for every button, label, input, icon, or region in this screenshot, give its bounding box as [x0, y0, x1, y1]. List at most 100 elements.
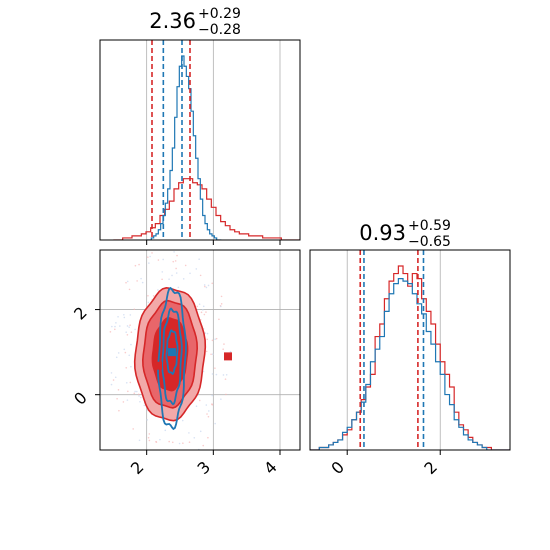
sample-point: [138, 395, 140, 397]
sample-point: [183, 455, 185, 457]
sample-point: [118, 409, 120, 412]
sample-point: [147, 256, 149, 258]
sample-point: [139, 396, 142, 399]
sample-point: [125, 281, 127, 284]
sample-point: [174, 260, 177, 262]
hist1-red-step: [113, 178, 300, 240]
sample-point: [126, 399, 129, 401]
sample-point: [202, 444, 205, 447]
sample-point: [148, 433, 151, 435]
sample-point: [125, 381, 128, 384]
sample-point: [211, 394, 214, 397]
sample-point: [151, 252, 153, 254]
y2-tick-label-1: 2: [70, 303, 91, 324]
sample-point: [210, 353, 212, 356]
sample-point: [124, 351, 127, 354]
sample-point: [173, 247, 175, 249]
sample-point: [139, 400, 141, 403]
sample-point: [116, 397, 118, 400]
sample-point: [203, 284, 206, 286]
sample-point: [134, 328, 136, 331]
sample-point: [143, 404, 146, 407]
sample-point: [211, 353, 214, 355]
sample-point: [164, 429, 167, 432]
sample-point: [195, 268, 198, 270]
sample-point: [207, 410, 210, 412]
sample-point: [214, 367, 216, 369]
sample-point: [134, 264, 137, 267]
sample-point: [222, 374, 225, 376]
sample-point: [224, 378, 227, 380]
contour-blue-0: [157, 286, 187, 431]
sample-point: [128, 326, 130, 328]
sample-point: [205, 350, 208, 353]
sample-point: [211, 373, 214, 375]
sample-point: [182, 278, 185, 280]
sample-point: [225, 393, 227, 396]
sample-point: [171, 274, 173, 277]
sample-point: [205, 311, 207, 313]
sample-point: [173, 251, 175, 253]
sample-point: [184, 264, 187, 267]
sample-point: [211, 403, 214, 406]
sample-point: [193, 436, 196, 439]
sample-point: [199, 430, 202, 433]
scatter-contours: [109, 247, 232, 457]
sample-point: [130, 365, 132, 368]
sample-point: [148, 262, 150, 264]
sample-point: [220, 398, 222, 400]
sample-point: [178, 442, 181, 445]
sample-point: [163, 247, 165, 249]
marker-blue-0: [168, 348, 176, 357]
sample-point: [189, 272, 191, 275]
sample-point: [218, 318, 220, 321]
panel-frame-1: [99, 249, 301, 451]
contour-blue-2: [165, 329, 179, 376]
marker-red-2: [224, 352, 232, 361]
panel-frame-0: [99, 39, 301, 241]
sample-point: [122, 401, 125, 403]
sample-point: [202, 309, 204, 311]
sample-point: [129, 381, 132, 384]
sample-point: [162, 258, 164, 261]
sample-point: [114, 325, 116, 328]
sample-point: [220, 295, 223, 298]
sample-point: [161, 271, 164, 273]
sample-point: [110, 383, 113, 386]
sample-point: [138, 263, 140, 266]
sample-point: [155, 440, 157, 443]
sample-point: [207, 284, 210, 287]
sample-point: [112, 379, 115, 381]
sample-point: [177, 286, 180, 289]
sample-point: [123, 348, 126, 351]
sample-point: [220, 303, 223, 305]
hist1-red: [113, 178, 300, 240]
sample-point: [134, 390, 136, 393]
sample-point: [128, 288, 131, 291]
sample-point: [117, 352, 120, 354]
sample-point: [215, 373, 218, 376]
sample-point: [126, 280, 129, 283]
sample-point: [136, 390, 138, 393]
sample-point: [206, 332, 209, 335]
sample-point: [132, 428, 134, 430]
sample-point: [182, 442, 184, 444]
sample-point: [157, 289, 159, 291]
hist1-blue: [146, 55, 222, 240]
contour-blue-1: [161, 307, 183, 406]
title-param-2-plus: +0.59: [408, 218, 451, 234]
title-param-1-value: 2.36: [149, 9, 196, 33]
sample-point: [140, 277, 142, 280]
sample-point: [211, 339, 214, 342]
sample-point: [198, 303, 201, 306]
sample-point: [168, 455, 170, 457]
sample-point: [130, 343, 132, 346]
sample-point: [196, 305, 199, 308]
title-param-1-plus: +0.29: [198, 6, 241, 22]
sample-point: [128, 354, 131, 357]
sample-point: [111, 325, 113, 328]
grid-lines-clip3: [100, 250, 300, 450]
sample-point: [188, 441, 191, 443]
sample-point: [127, 390, 129, 393]
